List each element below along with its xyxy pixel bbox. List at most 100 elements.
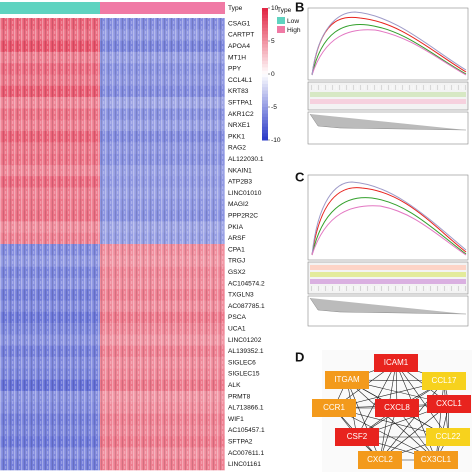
colorbar-seg xyxy=(262,60,268,65)
gene-label: AL139352.1 xyxy=(228,348,264,355)
gene-label: GSX2 xyxy=(228,269,246,276)
network-node xyxy=(312,399,356,417)
texture xyxy=(0,266,225,279)
edge xyxy=(346,379,381,461)
network-node xyxy=(325,371,369,389)
network-node xyxy=(414,451,458,469)
colorbar-seg xyxy=(262,110,268,115)
network-node xyxy=(427,395,471,413)
gene-label: ATP2B3 xyxy=(228,179,252,186)
colorbar-seg xyxy=(262,97,268,101)
gene-label: UCA1 xyxy=(228,326,246,333)
edge xyxy=(379,403,450,461)
gene-label: LINC01161 xyxy=(228,461,261,468)
colorbar-seg xyxy=(262,116,268,121)
texture xyxy=(0,74,225,87)
gene-label: AC105457.1 xyxy=(228,427,265,434)
gene-label: AL713866.1 xyxy=(228,405,264,412)
legend-swatch xyxy=(277,26,285,33)
texture xyxy=(0,424,225,437)
texture xyxy=(0,402,225,414)
texture xyxy=(0,323,225,335)
gene-label: PPY xyxy=(228,66,242,73)
legend-label: High xyxy=(287,27,301,34)
texture xyxy=(0,221,225,233)
colorbar-seg xyxy=(262,11,268,16)
node-label: CCL17 xyxy=(432,376,457,385)
colorbar-seg xyxy=(262,57,268,62)
texture xyxy=(0,289,225,301)
colorbar-seg xyxy=(262,31,268,35)
gene-label: AC087785.1 xyxy=(228,303,265,310)
texture xyxy=(0,164,225,177)
panel-label: B xyxy=(295,0,304,14)
gene-label: NKAIN1 xyxy=(228,167,252,174)
colorbar-seg xyxy=(262,123,268,128)
texture xyxy=(0,85,225,98)
gene-label: PRMT8 xyxy=(228,393,251,400)
colorbar-seg xyxy=(262,130,268,134)
texture xyxy=(0,210,225,222)
node-label: ICAM1 xyxy=(384,358,409,367)
colorbar-seg xyxy=(262,133,268,138)
gene-label: NRXE1 xyxy=(228,122,250,129)
texture xyxy=(0,18,225,30)
gene-label: TXGLN3 xyxy=(228,292,254,299)
colorbar-seg xyxy=(262,54,268,58)
colorbar-seg xyxy=(262,21,268,25)
gene-label: CSAG1 xyxy=(228,20,251,27)
edge xyxy=(435,380,445,461)
group-bar xyxy=(100,2,225,14)
node-label: CCL22 xyxy=(436,432,461,441)
colorbar-seg xyxy=(262,120,268,124)
colorbar-seg xyxy=(262,34,268,39)
colorbar-seg xyxy=(262,64,268,68)
network-node xyxy=(374,354,418,372)
gene-label: ALK xyxy=(228,382,241,389)
colorbar-label: 10 xyxy=(271,5,279,12)
node-label: CSF2 xyxy=(347,432,368,441)
gene-label: SIGLEC6 xyxy=(228,359,256,366)
colorbar-seg xyxy=(262,100,268,105)
colorbar-seg xyxy=(262,70,268,75)
gene-label: LINC01010 xyxy=(228,190,262,197)
gene-label: SFTPA1 xyxy=(228,100,253,107)
gene-label: PSCA xyxy=(228,314,247,321)
gene-label: MAGI2 xyxy=(228,201,249,208)
texture xyxy=(0,131,225,143)
colorbar-seg xyxy=(262,50,268,55)
colorbar-seg xyxy=(262,93,268,98)
gene-label: RAG2 xyxy=(228,145,246,152)
texture xyxy=(0,357,225,369)
texture xyxy=(0,334,225,346)
gene-label: CCL4L1 xyxy=(228,77,253,84)
colorbar-label: 5 xyxy=(271,38,275,45)
gene-label: AKR1C2 xyxy=(228,111,254,118)
texture xyxy=(0,153,225,166)
legend-label: Low xyxy=(287,18,299,25)
texture xyxy=(0,379,225,392)
texture xyxy=(0,108,225,120)
colorbar-seg xyxy=(262,107,268,111)
gene-label: LINC01202 xyxy=(228,337,262,344)
texture xyxy=(0,176,225,188)
texture xyxy=(0,232,225,245)
colorbar-seg xyxy=(262,44,268,49)
colorbar-seg xyxy=(262,37,268,42)
colorbar-seg xyxy=(262,14,268,19)
node-label: CXCL1 xyxy=(436,399,462,408)
colorbar-seg xyxy=(262,126,268,131)
curve xyxy=(311,23,467,76)
colorbar-seg xyxy=(262,136,268,141)
node-label: CCR1 xyxy=(323,403,345,412)
texture xyxy=(0,458,225,471)
colorbar-seg xyxy=(262,8,268,12)
texture xyxy=(0,255,225,267)
colorbar-label: -5 xyxy=(271,104,277,111)
texture xyxy=(0,413,225,426)
node-label: ITGAM xyxy=(334,375,360,384)
es-plot-b xyxy=(307,7,469,81)
gene-label: CARTPT xyxy=(228,32,254,39)
colorbar-seg xyxy=(262,90,268,95)
